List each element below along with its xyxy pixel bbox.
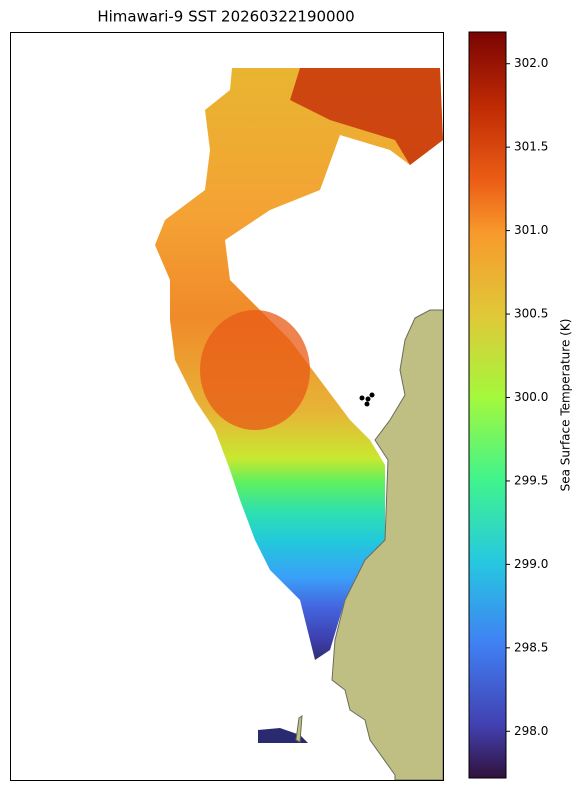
sst-patch: [258, 728, 308, 743]
map-frame: [10, 32, 444, 781]
point-marker: [369, 392, 375, 398]
colorbar-tick-label: 299.0: [514, 557, 548, 571]
point-marker: [359, 395, 365, 401]
map-title: Himawari-9 SST 20260322190000: [97, 8, 354, 26]
point-marker: [364, 401, 370, 407]
colorbar: Sea Surface Temperature (K): [468, 31, 573, 779]
point-marker: [365, 396, 371, 402]
colorbar-tick-label: 302.0: [514, 56, 548, 70]
colorbar-tick-label: 301.0: [514, 223, 548, 237]
islet: [295, 715, 303, 743]
colorbar-gradient: [468, 31, 507, 779]
colorbar-tick-label: 301.5: [514, 140, 548, 154]
sst-warm-area: [290, 68, 443, 165]
map: [10, 32, 444, 781]
colorbar-label: Sea Surface Temperature (K): [559, 319, 573, 492]
colorbar-tick-label: 300.5: [514, 307, 548, 321]
colorbar-tick-label: 298.0: [514, 724, 548, 738]
colorbar-tick-label: 298.5: [514, 640, 548, 654]
colorbar-tick-label: 300.0: [514, 390, 548, 404]
land: [331, 309, 444, 781]
colorbar-tick-label: 299.5: [514, 473, 548, 487]
sst-warm-area: [200, 310, 310, 430]
